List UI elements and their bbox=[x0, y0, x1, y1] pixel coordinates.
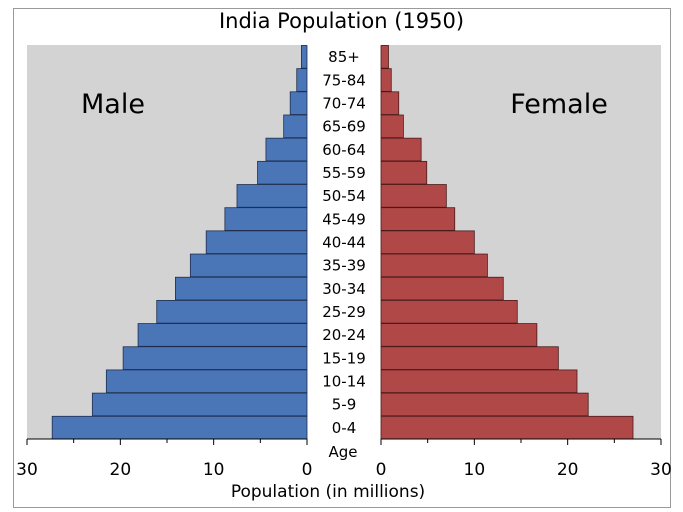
age-label-45-49: 45-49 bbox=[322, 210, 366, 228]
female-bar-75-84 bbox=[380, 68, 392, 92]
age-label-30-34: 30-34 bbox=[322, 280, 366, 298]
age-label-15-19: 15-19 bbox=[322, 349, 366, 367]
age-label-65-69: 65-69 bbox=[322, 118, 366, 136]
female-bar-20-24 bbox=[380, 323, 538, 347]
female-bar-15-19 bbox=[380, 346, 559, 370]
male-bar-50-54 bbox=[236, 184, 308, 208]
female-bar-25-29 bbox=[380, 300, 518, 324]
male-bar-25-29 bbox=[156, 300, 308, 324]
age-label-85+: 85+ bbox=[328, 48, 360, 66]
female-bar-5-9 bbox=[380, 392, 589, 417]
male-tick-label-10: 10 bbox=[203, 460, 225, 480]
age-label-5-9: 5-9 bbox=[332, 396, 357, 414]
male-bar-30-34 bbox=[174, 276, 308, 301]
male-bar-35-39 bbox=[189, 253, 308, 278]
male-bar-65-69 bbox=[283, 114, 308, 139]
female-bar-35-39 bbox=[380, 253, 488, 278]
female-bar-85+ bbox=[380, 45, 389, 69]
age-label-75-84: 75-84 bbox=[322, 71, 366, 89]
age-label-40-44: 40-44 bbox=[322, 234, 366, 252]
female-bars bbox=[380, 45, 634, 440]
male-bar-15-19 bbox=[122, 346, 308, 370]
age-label-55-59: 55-59 bbox=[322, 164, 366, 182]
age-label-70-74: 70-74 bbox=[322, 94, 366, 112]
female-bar-60-64 bbox=[380, 137, 422, 162]
female-bar-70-74 bbox=[380, 91, 400, 115]
male-bar-5-9 bbox=[91, 392, 308, 417]
male-side-label: Male bbox=[81, 89, 145, 120]
male-bar-55-59 bbox=[257, 160, 308, 185]
male-bar-20-24 bbox=[137, 323, 308, 347]
male-tick-label-20: 20 bbox=[110, 460, 132, 480]
age-label-35-39: 35-39 bbox=[322, 257, 366, 275]
age-label-20-24: 20-24 bbox=[322, 326, 366, 344]
female-side-label: Female bbox=[510, 89, 608, 120]
female-tick-label-20: 20 bbox=[557, 460, 579, 480]
female-bar-55-59 bbox=[380, 160, 428, 185]
female-x-axis: 0 10 20 30 bbox=[376, 438, 672, 480]
male-bar-10-14 bbox=[105, 369, 308, 394]
female-bar-30-34 bbox=[380, 276, 504, 301]
female-bar-45-49 bbox=[380, 207, 456, 231]
male-bar-85+ bbox=[300, 45, 308, 69]
age-axis-header: Age bbox=[328, 443, 357, 461]
male-tick-label-30: 30 bbox=[16, 460, 38, 480]
age-label-60-64: 60-64 bbox=[322, 141, 366, 159]
female-bar-40-44 bbox=[380, 230, 475, 254]
age-labels: 0-4 5-9 10-14 15-19 20-24 25-29 30-34 35-39 40-4… bbox=[322, 48, 366, 437]
male-x-axis: 0 10 20 30 bbox=[16, 438, 313, 480]
female-tick-label-10: 10 bbox=[464, 460, 486, 480]
male-bar-40-44 bbox=[205, 230, 308, 254]
age-label-0-4: 0-4 bbox=[332, 419, 357, 437]
age-label-10-14: 10-14 bbox=[322, 373, 366, 391]
male-bar-70-74 bbox=[289, 91, 308, 115]
female-bar-65-69 bbox=[380, 114, 404, 139]
female-bar-10-14 bbox=[380, 369, 578, 394]
male-bar-60-64 bbox=[265, 137, 308, 162]
male-bar-0-4 bbox=[51, 415, 308, 440]
male-bars bbox=[51, 45, 308, 440]
age-label-50-54: 50-54 bbox=[322, 187, 366, 205]
female-bar-0-4 bbox=[380, 415, 634, 440]
male-bar-45-49 bbox=[224, 207, 308, 231]
chart-title: India Population (1950) bbox=[219, 9, 464, 33]
male-bar-75-84 bbox=[296, 68, 308, 92]
female-tick-label-30: 30 bbox=[650, 460, 672, 480]
x-axis-label: Population (in millions) bbox=[231, 482, 425, 502]
female-tick-label-0: 0 bbox=[376, 460, 387, 480]
female-bar-50-54 bbox=[380, 184, 447, 208]
male-tick-label-0: 0 bbox=[302, 460, 313, 480]
age-label-25-29: 25-29 bbox=[322, 303, 366, 321]
